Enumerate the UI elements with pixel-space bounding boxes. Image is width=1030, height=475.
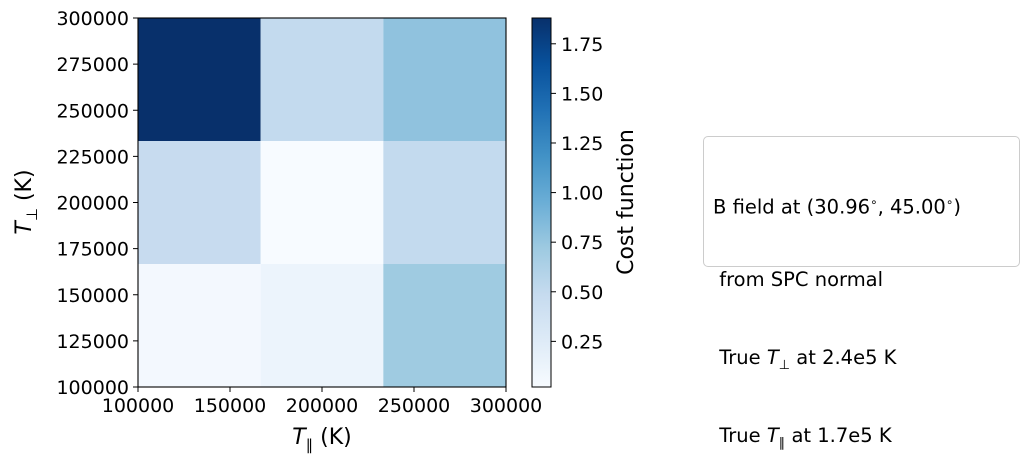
y-tick-label: 200000 (56, 193, 129, 215)
colorbar (531, 17, 552, 388)
colorbar-tick-label: 1.00 (561, 183, 603, 205)
heatmap-cell (383, 18, 506, 142)
y-tick-label: 275000 (56, 54, 129, 76)
annotation-line-bfield: B field at (30.96∘, 45.00∘) (713, 195, 961, 219)
heatmap-cell (260, 263, 384, 387)
y-tick-label: 150000 (56, 285, 129, 307)
x-tick-label: 100000 (102, 395, 175, 417)
x-axis-label: T∥ (K) (292, 425, 352, 454)
heatmap-cells (138, 18, 506, 387)
y-tick-label: 250000 (56, 100, 129, 122)
annotation-line-tperp: True T⊥ at 2.4e5 K (713, 346, 897, 373)
y-tick-label: 100000 (56, 377, 129, 399)
y-tick-label: 300000 (56, 8, 129, 30)
heatmap-cell (138, 141, 261, 264)
x-tick-label: 250000 (378, 395, 451, 417)
y-axis-label: T⊥ (K) (12, 169, 41, 234)
x-tick-label: 150000 (194, 395, 267, 417)
colorbar-tick-label: 1.50 (561, 83, 603, 105)
heatmap-cell (260, 18, 384, 142)
y-axis-ticks: 100000 125000 150000 175000 200000 225000 2500… (56, 8, 138, 399)
colorbar-label: Cost function (614, 129, 639, 275)
heatmap-cell (383, 141, 506, 264)
heatmap-cell (138, 18, 261, 142)
colorbar-tick-label: 0.75 (561, 232, 603, 254)
annotation-line-tpar: True T∥ at 1.7e5 K (713, 424, 892, 451)
y-tick-label: 175000 (56, 239, 129, 261)
annotation-line-source: from SPC normal (713, 268, 884, 291)
x-tick-label: 300000 (470, 395, 543, 417)
colorbar-tick-label: 0.25 (561, 331, 603, 353)
heatmap-cell (260, 141, 384, 264)
y-tick-label: 125000 (56, 331, 129, 353)
x-tick-label: 200000 (286, 395, 359, 417)
figure: 100000 150000 200000 250000 300000 100000 125… (12, 8, 639, 454)
annotation-box: B field at (30.96∘, 45.00∘) from SPC nor… (703, 136, 1020, 451)
colorbar-tick-label: 1.75 (561, 34, 603, 56)
colorbar-tick-label: 1.25 (561, 133, 603, 155)
colorbar-ticks: 0.25 0.50 0.75 1.00 1.25 1.50 1.75 (551, 34, 603, 353)
colorbar-tick-label: 0.50 (561, 282, 603, 304)
y-tick-label: 225000 (56, 146, 129, 168)
heatmap-cell (138, 263, 261, 387)
x-axis-ticks: 100000 150000 200000 250000 300000 (102, 387, 543, 417)
heatmap-cell (383, 263, 506, 387)
